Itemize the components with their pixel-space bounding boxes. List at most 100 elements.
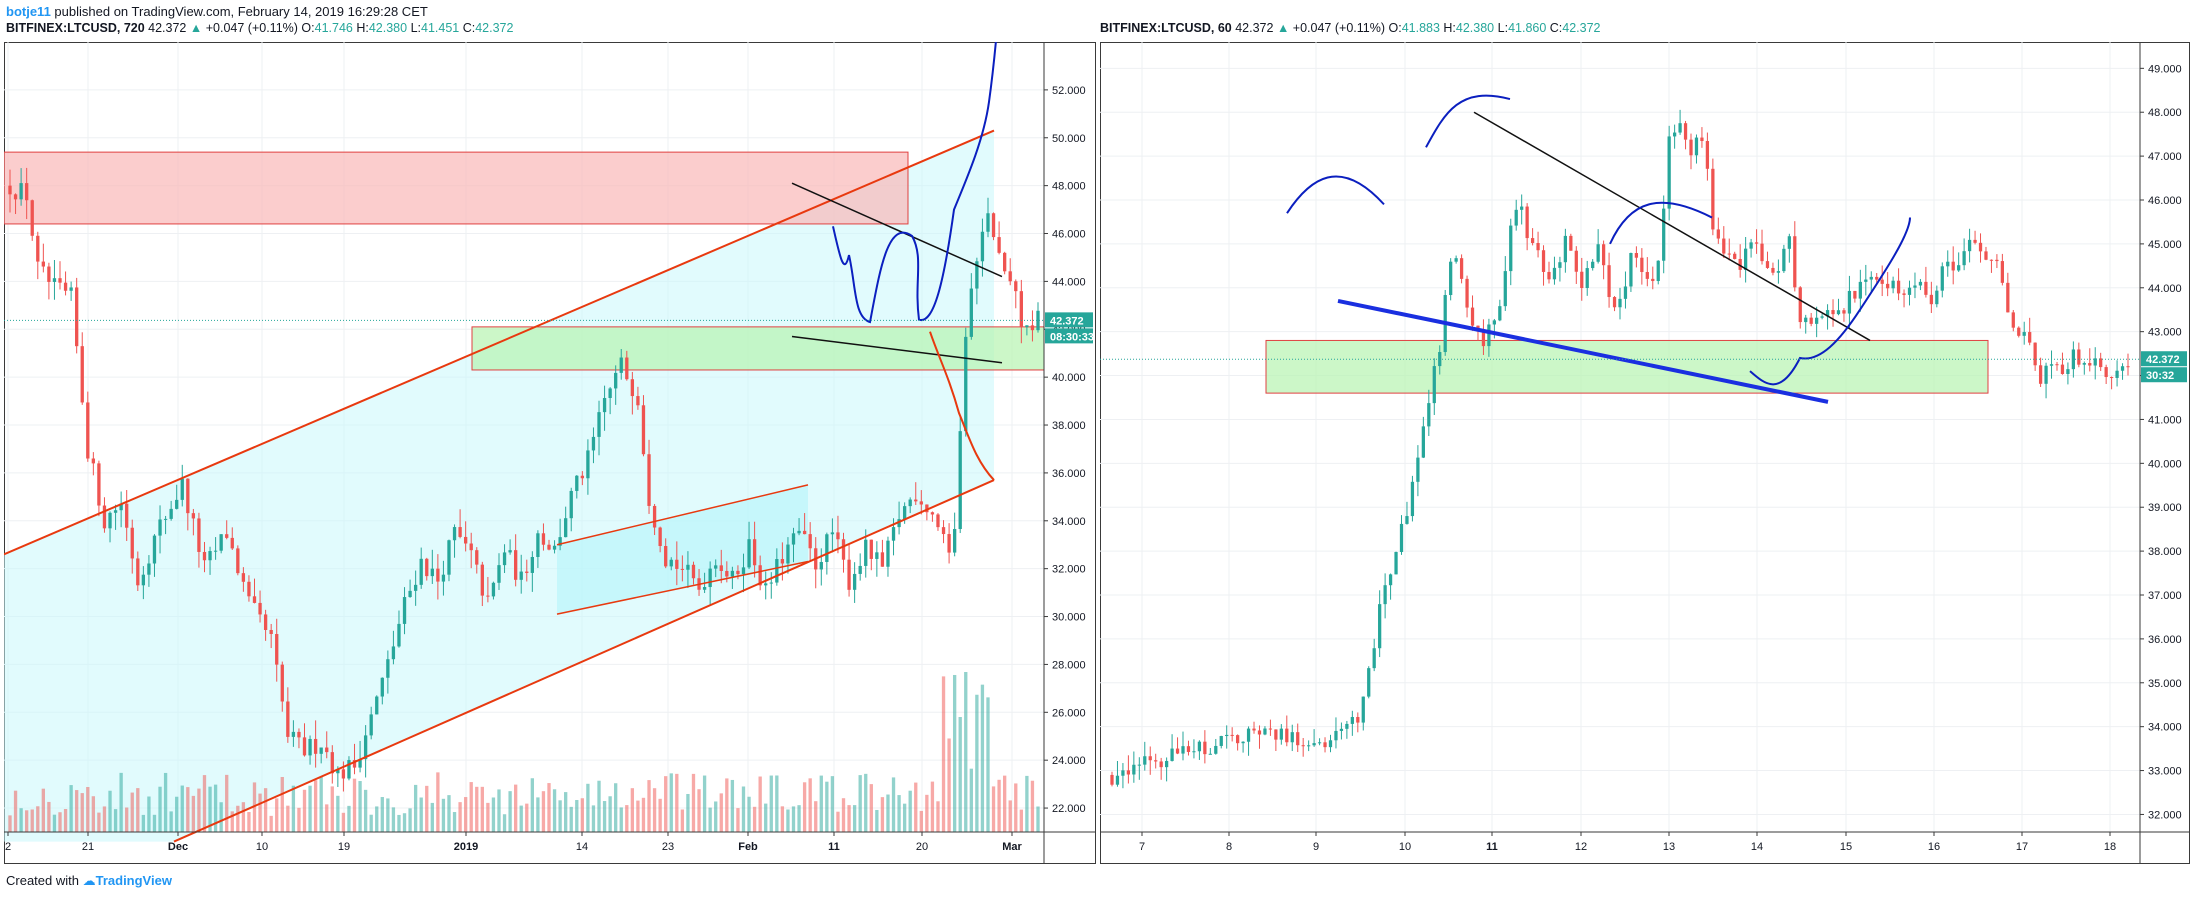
volume-bar (947, 738, 951, 832)
volume-bar (769, 775, 773, 832)
volume-bar (980, 684, 985, 832)
candle (825, 534, 829, 562)
candle (397, 623, 401, 647)
volume-bar (358, 781, 362, 832)
candle (1929, 294, 1933, 305)
volume-bar (891, 777, 896, 832)
candle (1203, 741, 1207, 755)
x-tick-label: 2019 (454, 841, 478, 853)
volume-bar (908, 790, 912, 832)
candle (597, 412, 601, 437)
candle (213, 550, 218, 552)
volume-bar (902, 803, 907, 832)
candle (2071, 349, 2076, 370)
candle (352, 760, 357, 768)
candle (402, 597, 407, 624)
volume-bar (836, 811, 840, 832)
candle (1230, 734, 1234, 736)
volume-bar (530, 778, 534, 832)
candle (2011, 312, 2015, 328)
candle (1274, 729, 1278, 740)
candle (1252, 728, 1256, 731)
candle (258, 602, 262, 615)
volume-bar (291, 785, 296, 832)
triangle-upper-line (556, 484, 809, 546)
candle (69, 287, 73, 291)
candle (19, 183, 23, 200)
volume-bar (714, 801, 718, 832)
candle (386, 659, 390, 678)
volume-bar (525, 803, 529, 832)
candle (408, 590, 412, 598)
candle (1525, 206, 1529, 239)
volume-bar (69, 785, 73, 832)
candle (1356, 717, 1360, 723)
footer-brand[interactable]: TradingView (95, 873, 172, 888)
volume-bar (619, 807, 623, 832)
candle (1110, 774, 1114, 785)
blue-projection-path (1749, 217, 1911, 386)
candle (797, 530, 801, 534)
candle (480, 564, 484, 596)
candle (436, 568, 440, 582)
candle (714, 565, 718, 569)
author-link[interactable]: botje11 (6, 4, 51, 19)
volume-bar (914, 782, 918, 832)
volume-bar (869, 784, 873, 832)
volume-bar (341, 812, 346, 832)
volume-bar (363, 789, 368, 832)
candle (736, 570, 740, 575)
volume-bar (508, 791, 512, 832)
candle (1307, 745, 1311, 747)
volume-bar (858, 775, 862, 832)
volume-bar (52, 814, 57, 832)
volume-bar (197, 788, 201, 832)
candle (1869, 276, 1873, 280)
candle (1995, 259, 1999, 262)
candle (619, 357, 623, 373)
candle (902, 506, 907, 520)
support-zone (1265, 339, 1989, 394)
y-tick-label: 40.000 (2148, 458, 2182, 470)
candle (2066, 369, 2070, 375)
volume-bar (102, 806, 107, 832)
candle (169, 508, 173, 519)
volume-bar (391, 807, 396, 832)
candle (280, 664, 284, 702)
volume-bar (380, 797, 384, 832)
candle (58, 278, 62, 283)
y-tick-label: 22.000 (1052, 803, 1086, 815)
y-tick-label: 44.000 (1052, 276, 1086, 288)
candle (730, 570, 735, 577)
left-chart[interactable]: 22.000 24.000 26.000 28.000 30.000 32.000 34.0… (4, 42, 1096, 866)
candle (1246, 728, 1251, 742)
candle (1465, 278, 1469, 308)
candle (919, 501, 923, 505)
candle (2109, 377, 2114, 379)
candle (2060, 364, 2065, 375)
countdown-badge (2141, 367, 2187, 383)
candle (336, 769, 340, 774)
volume-bar (1008, 800, 1012, 832)
y-tick-label: 49.000 (2148, 63, 2182, 75)
volume-bar (691, 773, 696, 832)
volume-bar (647, 780, 651, 832)
candle (836, 532, 840, 540)
volume-bar (408, 808, 412, 832)
y-tick-label: 44.000 (2148, 283, 2182, 295)
candle (2077, 349, 2081, 365)
candle (864, 539, 868, 566)
x-tick-label: 21 (82, 841, 94, 853)
left-close: 42.372 (475, 21, 514, 35)
volume-bar (747, 796, 751, 832)
volume-bar (652, 788, 657, 832)
countdown-label: 30:32 (2146, 370, 2174, 382)
candle (1694, 137, 1699, 156)
volume-bar (686, 793, 690, 832)
candle (886, 540, 890, 567)
shoulder-arc-left (1286, 175, 1385, 214)
volume-bar (780, 806, 785, 832)
candle (25, 183, 29, 201)
candle (869, 539, 873, 559)
right-chart[interactable]: 32.000 33.000 34.000 35.000 36.000 37.000 38.0… (1100, 42, 2190, 866)
